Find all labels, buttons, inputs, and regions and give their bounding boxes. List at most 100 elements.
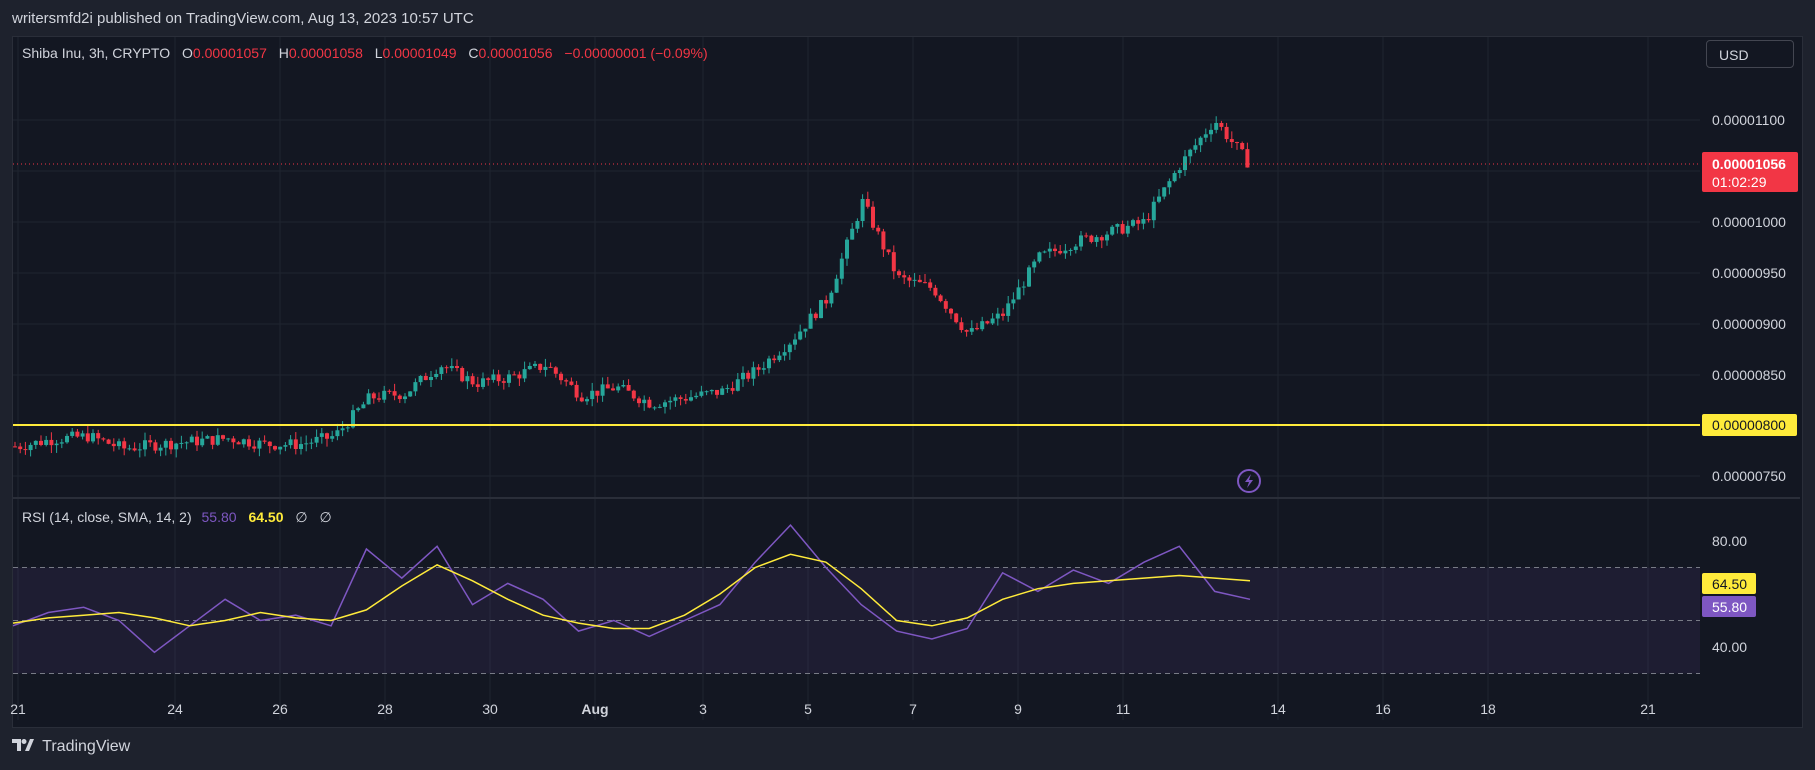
candle: [189, 434, 194, 443]
candle: [689, 390, 693, 402]
candle-body: [418, 375, 423, 383]
currency-button[interactable]: USD: [1706, 40, 1794, 68]
candle-body: [772, 358, 777, 361]
candle-body: [621, 384, 626, 387]
symbol-name[interactable]: Shiba Inu, 3h, CRYPTO: [22, 45, 171, 61]
price-tick: 0.00000900: [1712, 316, 1786, 332]
candle-body: [533, 363, 537, 366]
candle: [257, 437, 262, 457]
candle: [1063, 243, 1068, 259]
candle: [605, 376, 610, 389]
candle: [117, 438, 121, 450]
candle: [1042, 250, 1047, 254]
candle-body: [683, 398, 688, 401]
candle-body: [403, 396, 407, 400]
candle: [725, 384, 730, 393]
candle-body: [871, 206, 875, 228]
candle-body: [782, 352, 787, 356]
candle: [1240, 141, 1245, 151]
candle: [335, 423, 340, 441]
candle: [564, 378, 569, 387]
candle-body: [117, 441, 121, 447]
candle: [1011, 292, 1016, 310]
candle: [158, 444, 163, 457]
rsi-ma-label: 64.50: [1712, 576, 1747, 592]
candle-body: [1053, 248, 1057, 252]
candle: [304, 435, 309, 452]
candle: [49, 432, 54, 454]
candle-body: [647, 399, 652, 408]
candle: [735, 372, 740, 392]
candle-body: [652, 407, 657, 409]
candle-body: [829, 292, 834, 304]
candle-body: [1032, 261, 1037, 268]
candle: [871, 201, 875, 231]
rsi-tick: 80.00: [1712, 533, 1747, 549]
candle-body: [605, 384, 610, 389]
candle-body: [720, 388, 725, 395]
candle-body: [475, 384, 480, 387]
candle-body: [184, 442, 189, 444]
candle: [465, 371, 470, 390]
candle-body: [678, 397, 683, 399]
candle-body: [465, 376, 470, 382]
candle: [205, 434, 210, 439]
candle-body: [1073, 246, 1078, 250]
candle: [642, 395, 647, 411]
candle: [221, 434, 225, 442]
candle-body: [995, 313, 1000, 319]
candle: [143, 432, 147, 457]
candle-body: [200, 438, 205, 446]
footer-brand[interactable]: TradingView: [12, 738, 130, 756]
time-tick: 26: [272, 701, 288, 717]
candle: [470, 373, 475, 387]
candle-body: [1011, 299, 1016, 304]
candle-body: [1240, 143, 1245, 150]
candle: [928, 278, 933, 291]
candle: [434, 369, 439, 380]
candle: [267, 441, 272, 454]
rsi-null-1: ∅: [295, 509, 308, 525]
candle-body: [761, 368, 766, 370]
chart-frame[interactable]: [12, 36, 1803, 728]
candle: [1120, 220, 1125, 235]
candle: [777, 351, 782, 363]
candle: [455, 359, 459, 372]
candle: [917, 274, 922, 283]
ohlc-legend: Shiba Inu, 3h, CRYPTO O0.00001057 H0.000…: [22, 45, 708, 61]
time-tick: 16: [1375, 701, 1391, 717]
candle: [236, 440, 241, 445]
candle: [314, 429, 319, 448]
candle: [75, 428, 80, 438]
candle-body: [876, 227, 881, 232]
current-price-label: 0.00001056: [1712, 156, 1786, 172]
candle: [517, 371, 522, 386]
candle: [616, 383, 621, 393]
candle: [803, 328, 808, 338]
candle-body: [247, 439, 251, 447]
candle-body: [1219, 122, 1224, 127]
publisher-text: writersmfd2i published on TradingView.co…: [12, 10, 474, 27]
candle: [559, 371, 563, 385]
rsi-value-label: 55.80: [1712, 599, 1747, 615]
candle: [423, 372, 428, 381]
candle: [13, 441, 17, 448]
candle: [293, 432, 298, 455]
candle: [522, 361, 527, 383]
candle-body: [288, 439, 293, 446]
candle: [1235, 141, 1239, 150]
candle: [652, 406, 657, 411]
candle: [153, 439, 158, 454]
candle: [824, 295, 829, 309]
candle: [1214, 116, 1219, 134]
candle: [226, 437, 231, 442]
candle-body: [408, 391, 413, 397]
rsi-label[interactable]: RSI (14, close, SMA, 14, 2): [22, 509, 192, 525]
candle: [403, 393, 407, 404]
candle-body: [600, 384, 605, 396]
candle: [876, 224, 881, 235]
candle-body: [845, 239, 849, 259]
candle: [413, 378, 418, 396]
candle-body: [304, 443, 309, 445]
